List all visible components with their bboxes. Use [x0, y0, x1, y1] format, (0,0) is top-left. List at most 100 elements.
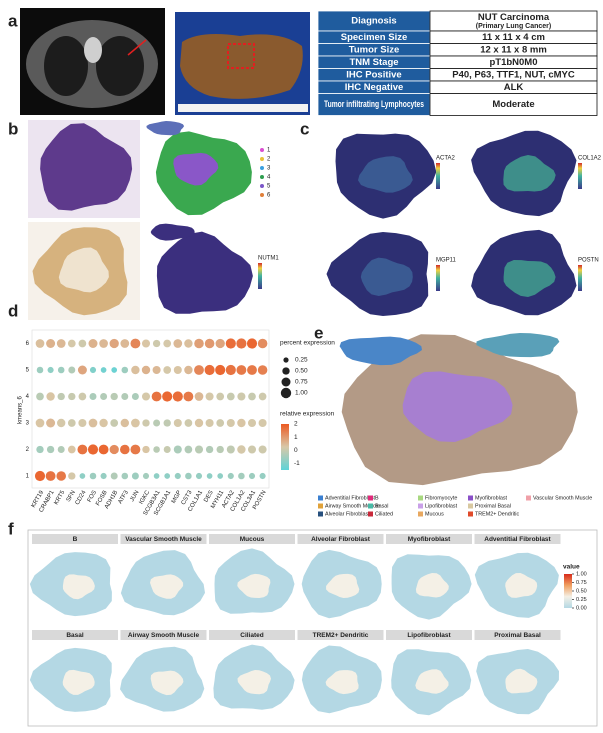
x-tick-label: SFN — [66, 490, 77, 503]
facet-title-bar — [474, 630, 561, 640]
legend-label: Alveolar Fibroblast — [325, 511, 370, 517]
dot — [173, 445, 182, 454]
legend-label: Airway Smooth Muscle — [325, 503, 380, 509]
dot — [206, 473, 213, 479]
x-tick-label: JUN — [129, 490, 140, 503]
color-key-label: -1 — [294, 460, 300, 467]
table-value: 11 x 11 x 4 cm — [482, 32, 545, 43]
panel-label: a — [8, 11, 18, 30]
dot — [216, 392, 225, 401]
dot — [89, 472, 97, 480]
table-header: TNM Stage — [349, 57, 398, 68]
table-header: Diagnosis — [351, 16, 396, 27]
dot — [35, 418, 45, 428]
table-header: Tumor infiltrating Lymphocytes — [324, 99, 424, 110]
dot — [131, 472, 139, 480]
dot — [141, 339, 151, 348]
dot — [34, 470, 46, 482]
legend-swatch — [260, 157, 264, 161]
dot — [120, 418, 129, 428]
legend-swatch — [418, 511, 423, 517]
x-tick-label: FOS — [87, 490, 98, 504]
dot — [204, 364, 215, 376]
dot — [173, 339, 183, 348]
table-header: Tumor Size — [349, 44, 400, 55]
dot — [120, 339, 130, 348]
size-key — [280, 387, 292, 399]
dot — [237, 445, 246, 454]
dot — [257, 365, 268, 375]
ruler — [178, 104, 308, 112]
legend-swatch — [318, 495, 323, 501]
dot — [164, 473, 171, 479]
color-key-label: 2 — [294, 421, 298, 428]
legend-label: 1 — [267, 148, 271, 154]
dot — [57, 366, 65, 374]
dot — [142, 419, 150, 427]
table-cell — [429, 93, 598, 116]
dot — [121, 472, 129, 480]
cluster-patch — [146, 121, 185, 136]
dot — [36, 392, 44, 401]
dot — [121, 366, 129, 374]
dot — [99, 418, 108, 428]
feature-label: NUTM1 — [258, 256, 279, 262]
dot — [77, 444, 88, 455]
dot — [236, 365, 247, 375]
dot — [47, 366, 54, 374]
facet-title: B — [73, 536, 78, 543]
facet-patch — [62, 669, 95, 695]
color-key-label: 0 — [294, 447, 298, 454]
facet-patch — [415, 669, 449, 694]
legend-swatch — [368, 495, 373, 501]
legend: Adventitial Fibroblast Airway Smooth Musc… — [318, 495, 592, 517]
legend-label: Lipofibroblast — [425, 503, 458, 509]
facet-title: Proximal Basal — [494, 632, 541, 639]
size-key — [283, 357, 289, 363]
table-value: Moderate — [492, 99, 534, 110]
dot — [248, 392, 256, 401]
dot — [194, 392, 204, 401]
size-key-label: 0.25 — [295, 357, 308, 364]
colorbar — [578, 163, 582, 189]
dot — [257, 338, 268, 349]
facet-title: Adventitial Fibroblast — [484, 536, 551, 543]
plot-area — [31, 329, 270, 489]
legend-title: percent expression — [280, 340, 335, 347]
legend-swatch — [468, 495, 473, 501]
colorbar-label: 0.00 — [576, 605, 587, 611]
table-header: IHC Negative — [345, 82, 404, 93]
legend-swatch — [318, 503, 323, 509]
dot — [68, 472, 76, 480]
facet-patch — [505, 668, 538, 694]
legend-label: 6 — [267, 193, 271, 199]
dot — [88, 418, 98, 428]
dot — [259, 472, 266, 480]
dot — [46, 392, 55, 401]
facet-title-bar — [209, 630, 295, 640]
facet-title-bar — [297, 630, 384, 640]
feature-label: POSTN — [578, 258, 599, 264]
facet-title-bar — [386, 630, 472, 640]
facet-title: Myofibroblast — [408, 536, 451, 543]
dot — [79, 473, 86, 479]
ct-lung — [96, 36, 144, 96]
dot — [67, 339, 76, 348]
dot — [153, 446, 160, 453]
panel-label: b — [8, 119, 18, 138]
dot — [247, 445, 257, 454]
dot — [89, 393, 97, 400]
ct-lung — [44, 36, 88, 96]
dot — [46, 338, 56, 349]
dot — [194, 418, 204, 428]
dot — [204, 338, 215, 349]
dot — [110, 472, 118, 480]
legend-swatch — [260, 175, 264, 179]
legend-label: 4 — [267, 175, 271, 181]
dot — [99, 339, 108, 348]
dot — [141, 392, 151, 401]
feature-patch — [358, 156, 413, 193]
cluster-patch — [339, 336, 422, 366]
dot — [100, 393, 108, 400]
dot — [45, 471, 56, 481]
